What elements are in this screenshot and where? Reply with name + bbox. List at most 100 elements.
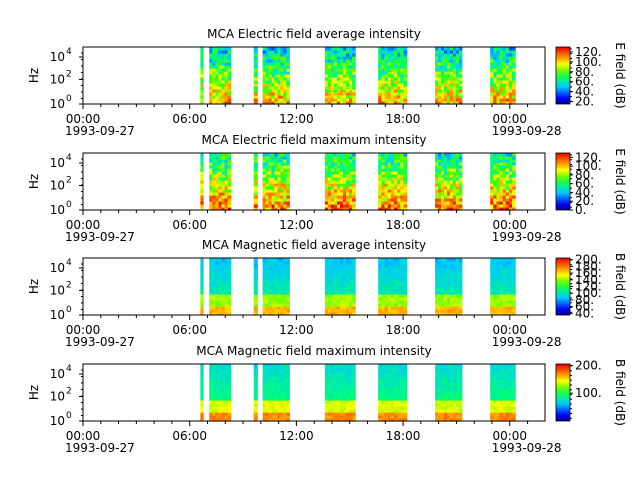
spectrogram-cell [378, 168, 382, 172]
spectrogram-cell [352, 418, 356, 422]
spectrogram-cell [378, 373, 382, 377]
spectrogram-cell [505, 367, 510, 371]
spectrogram-cell [286, 71, 290, 75]
spectrogram-cell [227, 288, 232, 292]
spectrogram-cell [283, 412, 287, 416]
spectrogram-cell [227, 406, 232, 410]
spectrogram-cell [446, 207, 451, 211]
spectrogram-cell [452, 89, 457, 93]
spectrogram-cell [224, 267, 229, 271]
spectrogram-cell [352, 270, 356, 274]
spectrogram-cell [455, 312, 460, 316]
spectrogram-cell [435, 189, 439, 193]
spectrogram-cell [435, 397, 439, 401]
spectrogram-cell [452, 288, 457, 292]
spectrogram-cell [274, 312, 279, 316]
spectrogram-cell [200, 204, 204, 208]
spectrogram-cell [397, 394, 401, 398]
spectrogram-cell [452, 403, 457, 407]
spectrogram-cell [400, 101, 405, 105]
spectrogram-cell [499, 412, 504, 416]
spectrogram-cell [352, 165, 356, 169]
spectrogram-cell [384, 261, 389, 265]
spectrogram-cell [452, 267, 457, 271]
spectrogram-cell [283, 367, 287, 371]
spectrogram-cell [327, 279, 332, 283]
spectrogram-cell [324, 80, 329, 84]
spectrogram-cell [262, 201, 267, 205]
spectrogram-cell [505, 258, 510, 262]
spectrogram-cell [390, 258, 395, 262]
spectrogram-cell [212, 412, 216, 416]
spectrogram-cell [512, 62, 516, 66]
spectrogram-cell [384, 101, 389, 105]
spectrogram-cell [339, 367, 344, 371]
spectrogram-cell [352, 189, 356, 193]
spectrogram-cell [449, 92, 454, 96]
spectrogram-cell [496, 53, 501, 57]
spectrogram-cell [390, 86, 395, 90]
spectrogram-cell [390, 153, 395, 157]
spectrogram-cell [336, 385, 341, 389]
spectrogram-cell [280, 189, 284, 193]
spectrogram-cell [262, 273, 267, 277]
spectrogram-cell [286, 364, 290, 368]
spectrogram-cell [496, 364, 501, 368]
spectrogram-cell [218, 86, 223, 90]
spectrogram-cell [339, 65, 344, 69]
spectrogram-cell [441, 261, 445, 265]
spectrogram-cell [342, 291, 347, 295]
spectrogram-cell [352, 180, 356, 184]
spectrogram-cell [443, 385, 448, 389]
spectrogram-cell [352, 288, 356, 292]
spectrogram-cell [339, 86, 344, 90]
spectrogram-cell [394, 86, 398, 90]
spectrogram-cell [446, 98, 451, 102]
spectrogram-cell [200, 65, 204, 69]
spectrogram-cell [333, 156, 338, 160]
spectrogram-cell [496, 189, 501, 193]
spectrogram-cell [443, 86, 448, 90]
spectrogram-cell [324, 388, 329, 392]
spectrogram-cell [449, 261, 454, 265]
spectrogram-cell [390, 418, 395, 422]
spectrogram-cell [493, 77, 498, 81]
spectrogram-cell [339, 201, 344, 205]
spectrogram-cell [378, 65, 382, 69]
spectrogram-cell [268, 183, 273, 187]
spectrogram-cell [438, 388, 442, 392]
spectrogram-cell [280, 376, 284, 380]
spectrogram-cell [446, 312, 451, 316]
spectrogram-cell [493, 303, 498, 307]
spectrogram-cell [324, 156, 329, 160]
spectrogram-cell [352, 406, 356, 410]
spectrogram-cell [381, 306, 386, 310]
spectrogram-cell [339, 74, 344, 78]
spectrogram-cell [512, 309, 516, 313]
spectrogram-cell [387, 153, 392, 157]
spectrogram-cell [352, 98, 356, 102]
spectrogram-cell [274, 59, 279, 63]
spectrogram-cell [330, 92, 335, 96]
spectrogram-cell [499, 180, 504, 184]
spectrogram-cell [271, 373, 276, 377]
spectrogram-cell [327, 98, 332, 102]
spectrogram-cell [265, 397, 270, 401]
spectrogram-cell [277, 282, 281, 286]
spectrogram-cell [381, 65, 386, 69]
spectrogram-cell [283, 92, 287, 96]
spectrogram-cell [446, 294, 451, 298]
spectrogram-cell [403, 400, 408, 404]
spectrogram-cell [397, 376, 401, 380]
spectrogram-cell [458, 397, 463, 401]
spectrogram-cell [324, 264, 329, 268]
spectrogram-cell [443, 270, 448, 274]
spectrogram-cell [218, 261, 223, 265]
spectrogram-cell [277, 373, 281, 377]
spectrogram-cell [280, 379, 284, 383]
spectrogram-cell [221, 95, 226, 99]
spectrogram-cell [286, 159, 290, 163]
spectrogram-cell [435, 285, 439, 289]
spectrogram-cell [455, 297, 460, 301]
spectrogram-cell [441, 62, 445, 66]
